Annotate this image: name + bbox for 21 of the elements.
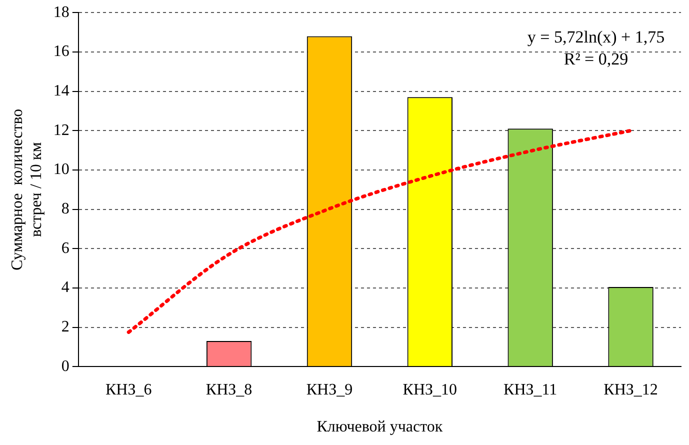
y-tick-label: 8 [61, 200, 70, 218]
annotation: y = 5,72ln(x) + 1,75 [527, 28, 665, 47]
y-tick-label: 18 [53, 4, 70, 21]
y-tick-label: 10 [53, 161, 70, 178]
y-tick-label: 6 [61, 240, 70, 257]
x-tick-label: КНЗ_6 [105, 381, 152, 398]
x-tick-label: КНЗ_10 [402, 381, 458, 398]
y-tick-label: 12 [53, 122, 70, 139]
x-axis-title: Ключевой участок [316, 418, 443, 436]
y-tick-label: 14 [53, 82, 70, 100]
y-tick-label: 2 [61, 318, 70, 336]
y-tick-label: 16 [53, 43, 70, 60]
y-tick-label: 0 [61, 358, 70, 375]
x-tick-label: КНЗ_9 [306, 381, 353, 398]
x-tick-label: КНЗ_11 [504, 381, 558, 398]
line-series [126, 128, 633, 334]
x-tick-label: КНЗ_12 [604, 381, 658, 398]
annotation: R² = 0,29 [564, 50, 628, 69]
y-axis-title: Суммарное количество встреч / 10 км [8, 108, 46, 270]
y-tick-label: 4 [61, 279, 70, 296]
x-tick-label: КНЗ_8 [206, 381, 252, 398]
